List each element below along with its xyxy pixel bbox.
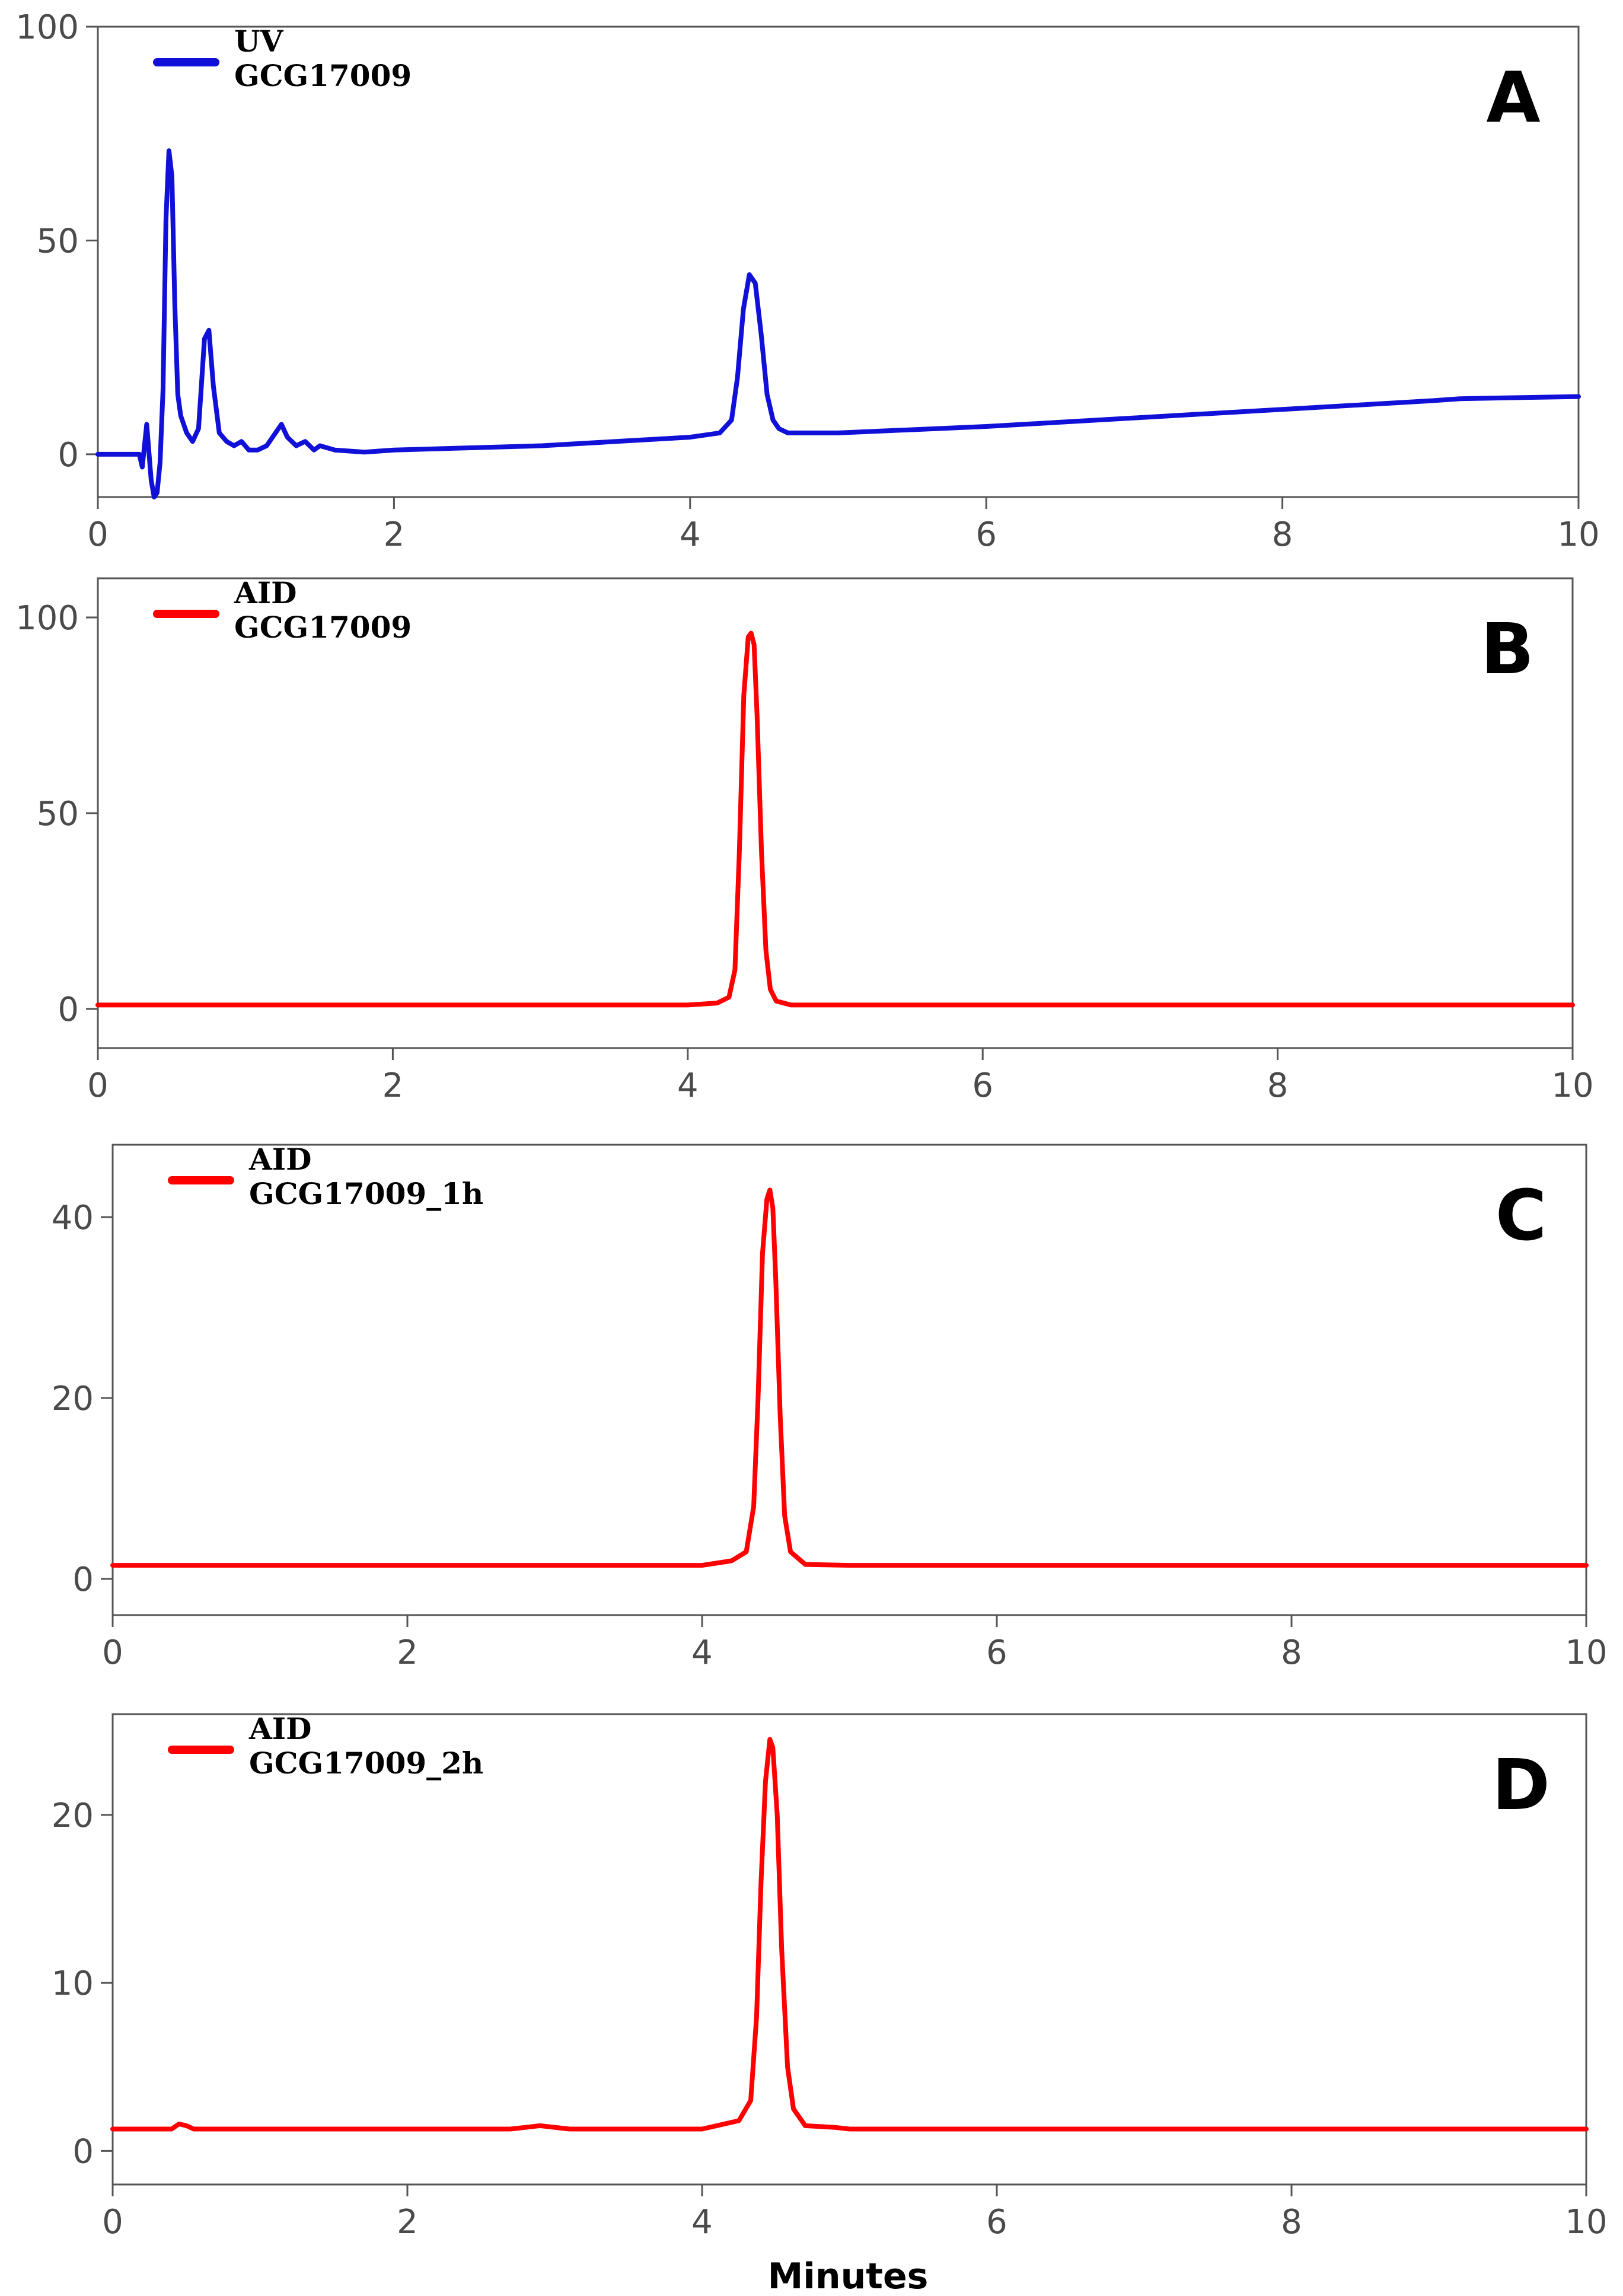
panel-d-frame (111, 1713, 1587, 2186)
x-tick-label-d-0: 0 (102, 2203, 123, 2241)
legend-label-a-1: GCG17009 (234, 58, 412, 93)
x-tick-label-a-8: 8 (1272, 515, 1293, 554)
panel-label-d: D (1492, 1744, 1550, 1826)
x-tick-label-d-2: 2 (397, 2203, 418, 2241)
y-tick-label-a-100: 100 (15, 8, 79, 47)
series-line-b (95, 630, 1575, 1008)
x-tick-label-c-2: 2 (397, 1633, 418, 1672)
x-tick-label-c-8: 8 (1281, 1633, 1302, 1672)
x-tick-label-a-2: 2 (384, 515, 405, 554)
y-tick-label-a-50: 50 (37, 222, 79, 260)
series-line-c (110, 1187, 1589, 1568)
legend-label-d-0: AID (248, 1711, 312, 1746)
panel-label-b: B (1481, 608, 1534, 690)
series-line-d (110, 1737, 1589, 2132)
y-tick-label-b-50: 50 (37, 795, 79, 833)
x-axis-title: Minutes (768, 2256, 929, 2296)
x-tick-label-b-6: 6 (972, 1066, 993, 1105)
x-tick-label-b-2: 2 (382, 1066, 404, 1105)
x-tick-label-c-6: 6 (986, 1633, 1007, 1672)
x-tick-label-c-0: 0 (102, 1633, 123, 1672)
panel-b-frame (97, 577, 1574, 1049)
x-tick-label-a-4: 4 (680, 515, 701, 554)
x-tick-label-a-6: 6 (975, 515, 997, 554)
y-tick-label-c-0: 0 (72, 1561, 94, 1599)
y-tick-label-b-0: 0 (58, 991, 79, 1029)
x-tick-label-a-10: 10 (1557, 515, 1599, 554)
x-tick-label-a-0: 0 (87, 515, 109, 554)
panel-c-frame (111, 1144, 1587, 1616)
x-tick-label-c-4: 4 (691, 1633, 713, 1672)
x-tick-label-d-6: 6 (986, 2203, 1007, 2241)
x-tick-label-d-10: 10 (1565, 2203, 1607, 2241)
x-tick-label-b-4: 4 (677, 1066, 699, 1105)
y-tick-label-d-0: 0 (72, 2132, 94, 2171)
x-tick-label-b-0: 0 (87, 1066, 109, 1105)
y-tick-label-d-20: 20 (52, 1797, 94, 1835)
y-tick-label-d-10: 10 (52, 1964, 94, 2003)
x-tick-label-b-10: 10 (1551, 1066, 1593, 1105)
y-tick-label-c-20: 20 (52, 1380, 94, 1418)
legend-label-b-0: AID (234, 575, 297, 610)
x-tick-label-d-8: 8 (1281, 2203, 1302, 2241)
y-tick-label-a-0: 0 (58, 436, 79, 475)
y-tick-label-b-100: 100 (15, 599, 79, 638)
panel-label-a: A (1486, 56, 1540, 138)
panel-label-c: C (1496, 1174, 1547, 1256)
series-line-a (95, 148, 1581, 499)
x-tick-label-c-10: 10 (1565, 1633, 1607, 1672)
x-tick-label-b-8: 8 (1267, 1066, 1289, 1105)
legend-label-c-0: AID (248, 1142, 312, 1177)
y-tick-label-c-40: 40 (52, 1199, 94, 1237)
legend-label-a-0: UV (234, 24, 284, 59)
x-tick-label-d-4: 4 (691, 2203, 713, 2241)
legend-label-c-1: GCG17009_1h (249, 1176, 483, 1211)
legend-label-d-1: GCG17009_2h (249, 1746, 483, 1781)
panel-a-frame (97, 26, 1580, 498)
legend-label-b-1: GCG17009 (234, 610, 412, 645)
